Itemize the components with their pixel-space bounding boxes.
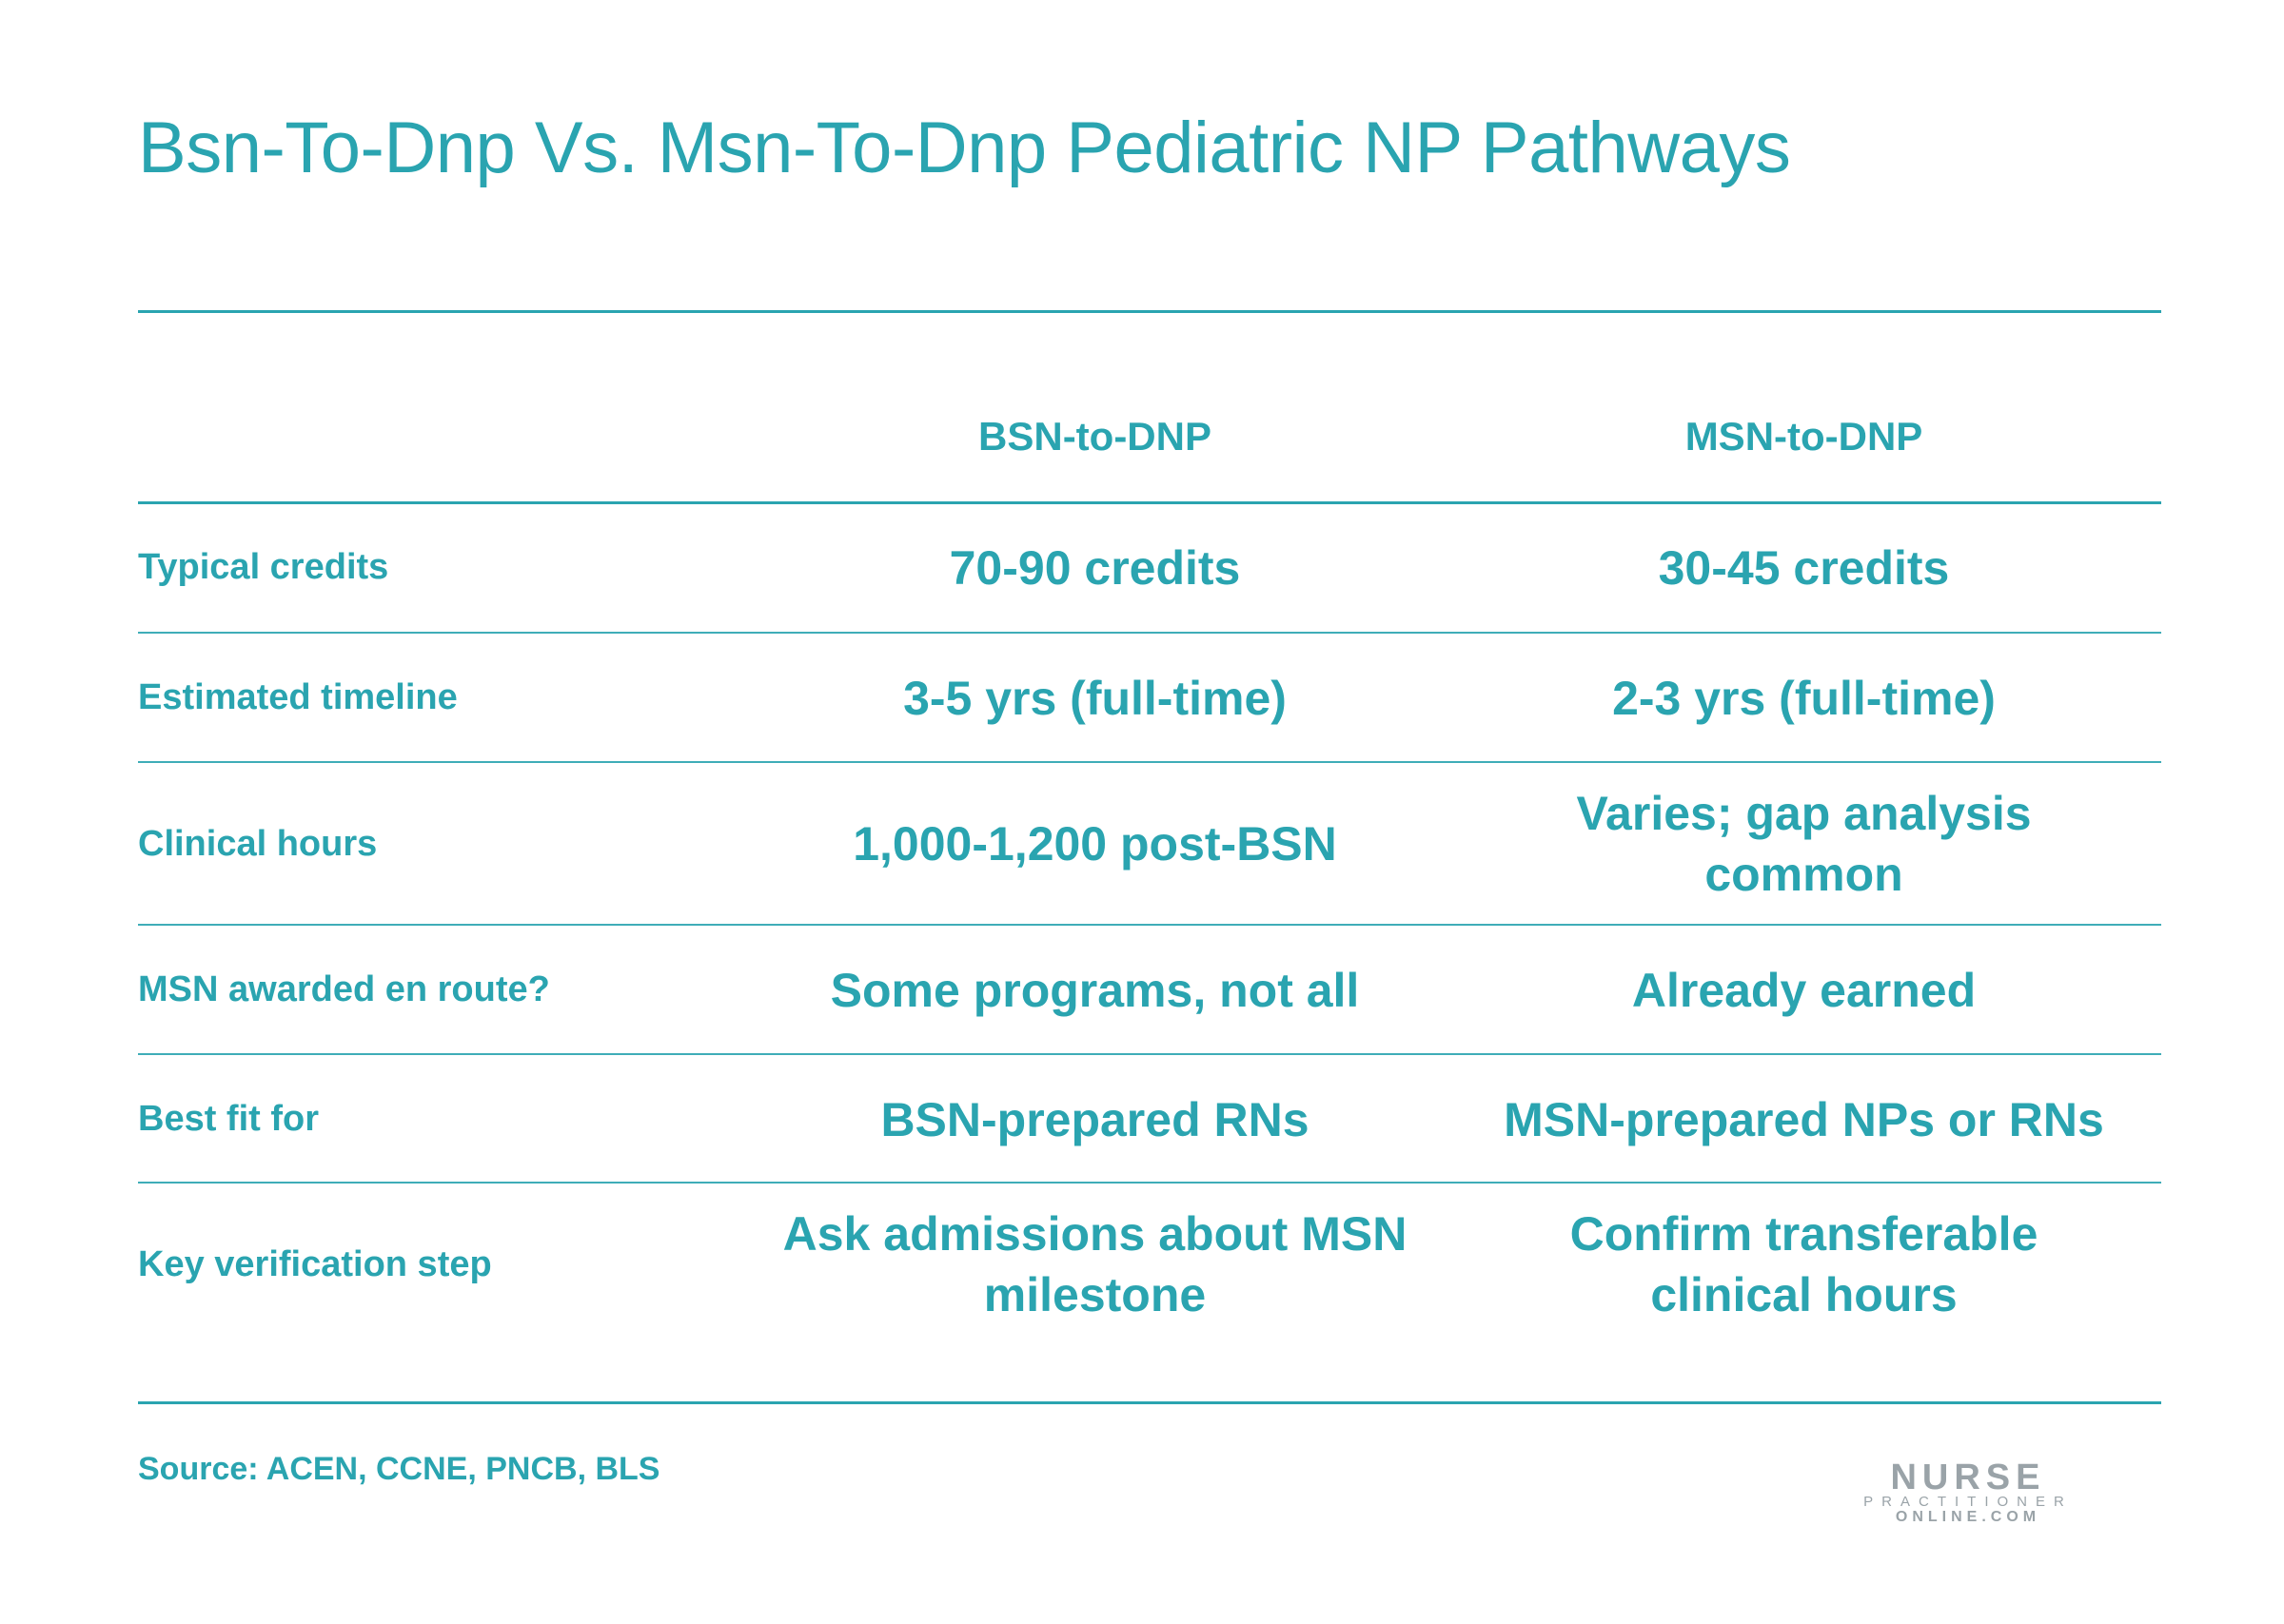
column-header-bsn: BSN-to-DNP — [740, 414, 1449, 460]
table-cell-bsn: 1,000-1,200 post-BSN — [740, 763, 1449, 925]
table-cell-bsn: 3-5 yrs (full-time) — [740, 634, 1449, 762]
source-note: Source: ACEN, CCNE, PNCB, BLS — [138, 1451, 660, 1488]
table-cell-msn: 30-45 credits — [1449, 503, 2158, 632]
brand-logo: NURSE PRACTITIONER ONLINE.COM — [1825, 1460, 2111, 1517]
table-cell-msn: 2-3 yrs (full-time) — [1449, 634, 2158, 762]
table-cell-msn: Confirm transferable clinical hours — [1449, 1184, 2158, 1345]
row-label: Best fit for — [138, 1055, 747, 1184]
bottom-divider — [138, 1401, 2161, 1404]
table-cell-msn: Varies; gap analysis common — [1449, 763, 2158, 925]
row-label: Typical credits — [138, 503, 747, 632]
table-cell-msn: Already earned — [1449, 926, 2158, 1054]
table-cell-bsn: Some programs, not all — [740, 926, 1449, 1054]
logo-line-1: NURSE — [1825, 1460, 2111, 1495]
row-label: Estimated timeline — [138, 634, 747, 762]
row-label: Key verification step — [138, 1184, 747, 1345]
row-label: Clinical hours — [138, 763, 747, 925]
logo-line-3: ONLINE.COM — [1825, 1510, 2111, 1525]
row-label: MSN awarded en route? — [138, 926, 747, 1054]
table-cell-bsn: 70-90 credits — [740, 503, 1449, 632]
column-header-msn: MSN-to-DNP — [1449, 414, 2158, 460]
page-title: Bsn-To-Dnp Vs. Msn-To-Dnp Pediatric NP P… — [138, 107, 1790, 189]
top-divider — [138, 310, 2161, 313]
table-cell-msn: MSN-prepared NPs or RNs — [1449, 1055, 2158, 1184]
table-cell-bsn: Ask admissions about MSN milestone — [740, 1184, 1449, 1345]
table-cell-bsn: BSN-prepared RNs — [740, 1055, 1449, 1184]
logo-line-2: PRACTITIONER — [1825, 1495, 2111, 1510]
